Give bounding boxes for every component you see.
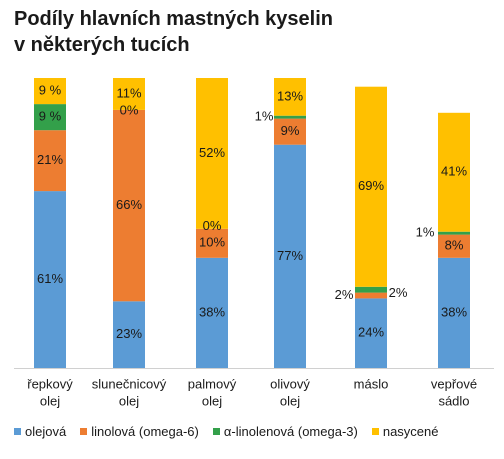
bar-olejova-0 [34,191,66,368]
chart-title-line-1: Podíly hlavních mastných kyselin [14,8,334,30]
label-olejova-4: 24% [358,325,384,340]
category-label-2-1: olej [202,393,222,408]
label-nasycene-0: 9 % [39,82,62,97]
label-olejova-0: 61% [37,271,63,286]
bar-alfa-0 [34,104,66,131]
label-olejova-1: 23% [116,326,142,341]
bar-alfa-5 [438,231,470,235]
label-alfa-0: 9 % [39,109,62,124]
category-label-4-0: máslo [354,376,389,391]
legend-label-nasycene: nasycené [382,424,439,439]
bar-nasycene-1 [113,78,145,110]
category-label-3-1: olej [280,393,300,408]
bar-linolova-2 [196,228,228,258]
legend: olejová linolová (omega-6) α-linolenová … [14,424,453,439]
legend-item-olejova: olejová [14,424,66,439]
chart-title-line-2: v některých tucích [14,34,190,56]
label-alfa-4: 2% [389,285,408,300]
category-label-2-0: palmový [188,376,237,391]
category-label-5-1: sádlo [438,393,469,408]
label-linolova-4: 2% [335,287,354,302]
category-label-3-0: olivový [270,376,310,391]
label-linolova-5: 8% [445,238,464,253]
legend-swatch-alfa-linolenova [212,428,220,435]
bar-nasycene-2 [196,78,228,229]
category-label-1-1: olej [119,393,139,408]
label-alfa-5: 1% [416,225,435,240]
bar-alfa-4 [355,286,387,293]
bar-nasycene-0 [34,78,66,105]
bar-olejova-5 [438,257,470,368]
label-nasycene-2: 52% [199,145,225,160]
bar-linolova-0 [34,130,66,192]
bar-olejova-2 [196,257,228,368]
label-linolova-3: 9% [281,123,300,138]
legend-item-nasycene: nasycené [371,424,439,439]
bar-nasycene-4 [355,86,387,287]
label-linolova-1: 66% [116,197,142,212]
label-olejova-3: 77% [277,248,303,263]
label-nasycene-4: 69% [358,178,384,193]
label-nasycene-5: 41% [441,164,467,179]
bar-olejova-4 [355,298,387,368]
label-nasycene-1: 11% [116,85,141,100]
legend-label-olejova: olejová [25,424,67,439]
chart-title: Podíly hlavních mastných kyselin v někte… [14,6,333,58]
bar-linolova-5 [438,234,470,258]
label-linolova-0: 21% [37,152,63,167]
bar-linolova-4 [355,292,387,299]
legend-swatch-nasycene [371,428,379,435]
category-label-1-0: slunečnicový [92,376,167,391]
legend-item-alfa-linolenova: α-linolenová (omega-3) [212,424,358,439]
category-label-0-1: olej [40,393,60,408]
legend-item-linolova: linolová (omega-6) [80,424,199,439]
bar-linolova-3 [274,118,306,145]
bar-nasycene-3 [274,78,306,116]
label-zero-1: 0% [120,102,139,117]
label-olejova-5: 38% [441,304,467,319]
legend-label-alfa-linolenova: α-linolenová (omega-3) [223,424,358,439]
bar-alfa-3 [274,115,306,119]
label-alfa-3: 1% [255,109,274,124]
bar-olejova-3 [274,144,306,368]
legend-label-linolova: linolová (omega-6) [91,424,199,439]
label-olejova-2: 38% [199,304,225,319]
legend-swatch-linolova [80,428,88,435]
label-nasycene-3: 13% [277,88,303,103]
label-linolova-2: 10% [199,235,225,250]
bar-linolova-1 [113,109,145,302]
label-zero-2: 0% [203,218,222,233]
legend-swatch-olejova [14,428,21,435]
bar-nasycene-5 [438,112,470,232]
category-label-0-0: řepkový [27,376,73,391]
category-label-5-0: vepřové [431,376,477,391]
bar-olejova-1 [113,301,145,368]
